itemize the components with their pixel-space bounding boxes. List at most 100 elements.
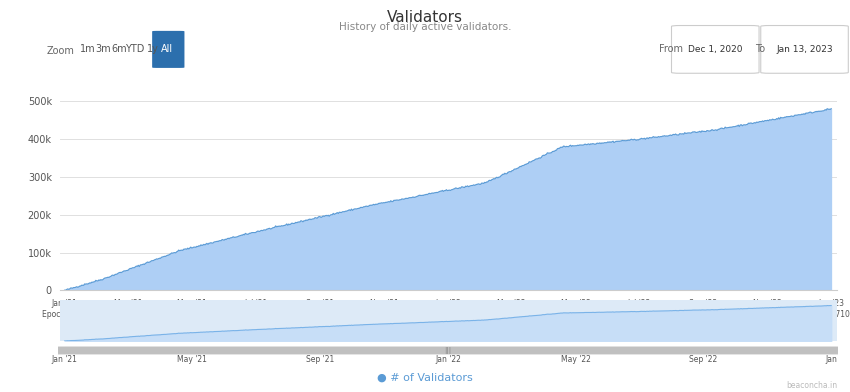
Text: Zoom: Zoom xyxy=(47,46,75,56)
Bar xyxy=(688,133,689,290)
Bar xyxy=(309,219,310,290)
Bar xyxy=(704,131,705,290)
Bar xyxy=(738,125,739,290)
Bar xyxy=(632,140,634,290)
Bar xyxy=(656,137,657,290)
Bar xyxy=(409,198,410,290)
Bar xyxy=(365,206,366,290)
Bar xyxy=(548,153,549,290)
Bar xyxy=(529,162,530,290)
Bar xyxy=(630,140,631,290)
Bar xyxy=(495,179,496,290)
Bar xyxy=(323,216,324,290)
Bar xyxy=(573,146,574,290)
Bar xyxy=(472,185,473,290)
Bar xyxy=(70,288,71,290)
Text: 1m: 1m xyxy=(80,44,95,54)
Bar xyxy=(142,265,143,290)
Bar xyxy=(388,201,389,290)
Bar xyxy=(221,241,222,290)
Bar xyxy=(250,233,251,290)
Bar xyxy=(354,209,355,290)
Bar xyxy=(104,279,105,290)
Bar xyxy=(255,232,256,290)
Bar xyxy=(492,179,493,290)
Bar xyxy=(462,187,463,290)
Bar xyxy=(266,229,267,290)
Bar xyxy=(126,270,127,290)
Bar xyxy=(532,161,533,290)
Bar xyxy=(151,261,152,290)
Bar xyxy=(593,144,594,290)
Bar xyxy=(692,132,694,290)
Text: May '22: May '22 xyxy=(561,354,591,363)
Bar xyxy=(350,211,351,290)
Bar xyxy=(562,147,563,290)
Bar xyxy=(475,185,476,290)
Bar xyxy=(677,135,678,290)
Bar xyxy=(441,191,442,290)
Bar xyxy=(292,223,293,290)
Bar xyxy=(694,132,695,290)
Bar xyxy=(732,127,733,290)
Bar xyxy=(111,275,112,290)
Bar xyxy=(802,114,803,290)
Bar xyxy=(434,193,436,290)
Bar xyxy=(540,158,541,290)
Bar xyxy=(464,188,465,290)
Bar xyxy=(367,207,368,290)
Bar xyxy=(228,238,229,290)
Bar xyxy=(820,111,822,290)
Bar xyxy=(790,116,791,290)
Bar xyxy=(378,203,379,290)
Bar xyxy=(669,135,670,290)
Bar xyxy=(675,134,676,290)
Bar xyxy=(608,142,609,290)
Bar xyxy=(324,216,325,290)
Bar xyxy=(625,141,626,290)
Bar xyxy=(530,162,532,290)
Bar xyxy=(339,212,340,290)
Bar xyxy=(175,253,176,290)
Bar xyxy=(396,200,397,290)
Bar xyxy=(283,225,284,290)
Bar xyxy=(527,164,528,290)
Bar xyxy=(411,198,412,290)
Bar xyxy=(447,191,448,290)
Bar xyxy=(610,142,611,290)
Bar xyxy=(374,205,375,290)
Bar xyxy=(788,116,790,290)
Bar xyxy=(272,228,273,290)
Bar xyxy=(598,143,599,290)
Bar xyxy=(197,247,198,290)
Bar xyxy=(355,209,356,290)
Bar xyxy=(329,216,330,290)
Bar xyxy=(785,117,786,290)
Bar xyxy=(543,155,544,290)
Bar xyxy=(343,212,344,290)
Bar xyxy=(485,183,486,290)
Bar xyxy=(275,226,276,290)
Bar xyxy=(688,133,689,290)
Bar xyxy=(438,192,439,290)
Bar xyxy=(88,283,89,290)
Bar xyxy=(794,115,796,290)
Bar xyxy=(313,219,314,290)
Bar xyxy=(382,203,383,290)
Bar xyxy=(560,147,561,290)
Bar xyxy=(655,137,656,290)
Bar xyxy=(697,132,699,290)
Bar xyxy=(584,144,586,290)
Text: All: All xyxy=(162,44,173,54)
Bar xyxy=(678,135,679,290)
Bar xyxy=(458,189,459,290)
Bar xyxy=(91,282,93,290)
Bar xyxy=(303,221,304,290)
Bar xyxy=(471,185,472,290)
Bar xyxy=(520,167,522,290)
Bar xyxy=(647,138,648,290)
Bar xyxy=(71,288,72,290)
Bar xyxy=(727,128,728,290)
Bar xyxy=(72,288,73,290)
Bar xyxy=(737,126,738,290)
